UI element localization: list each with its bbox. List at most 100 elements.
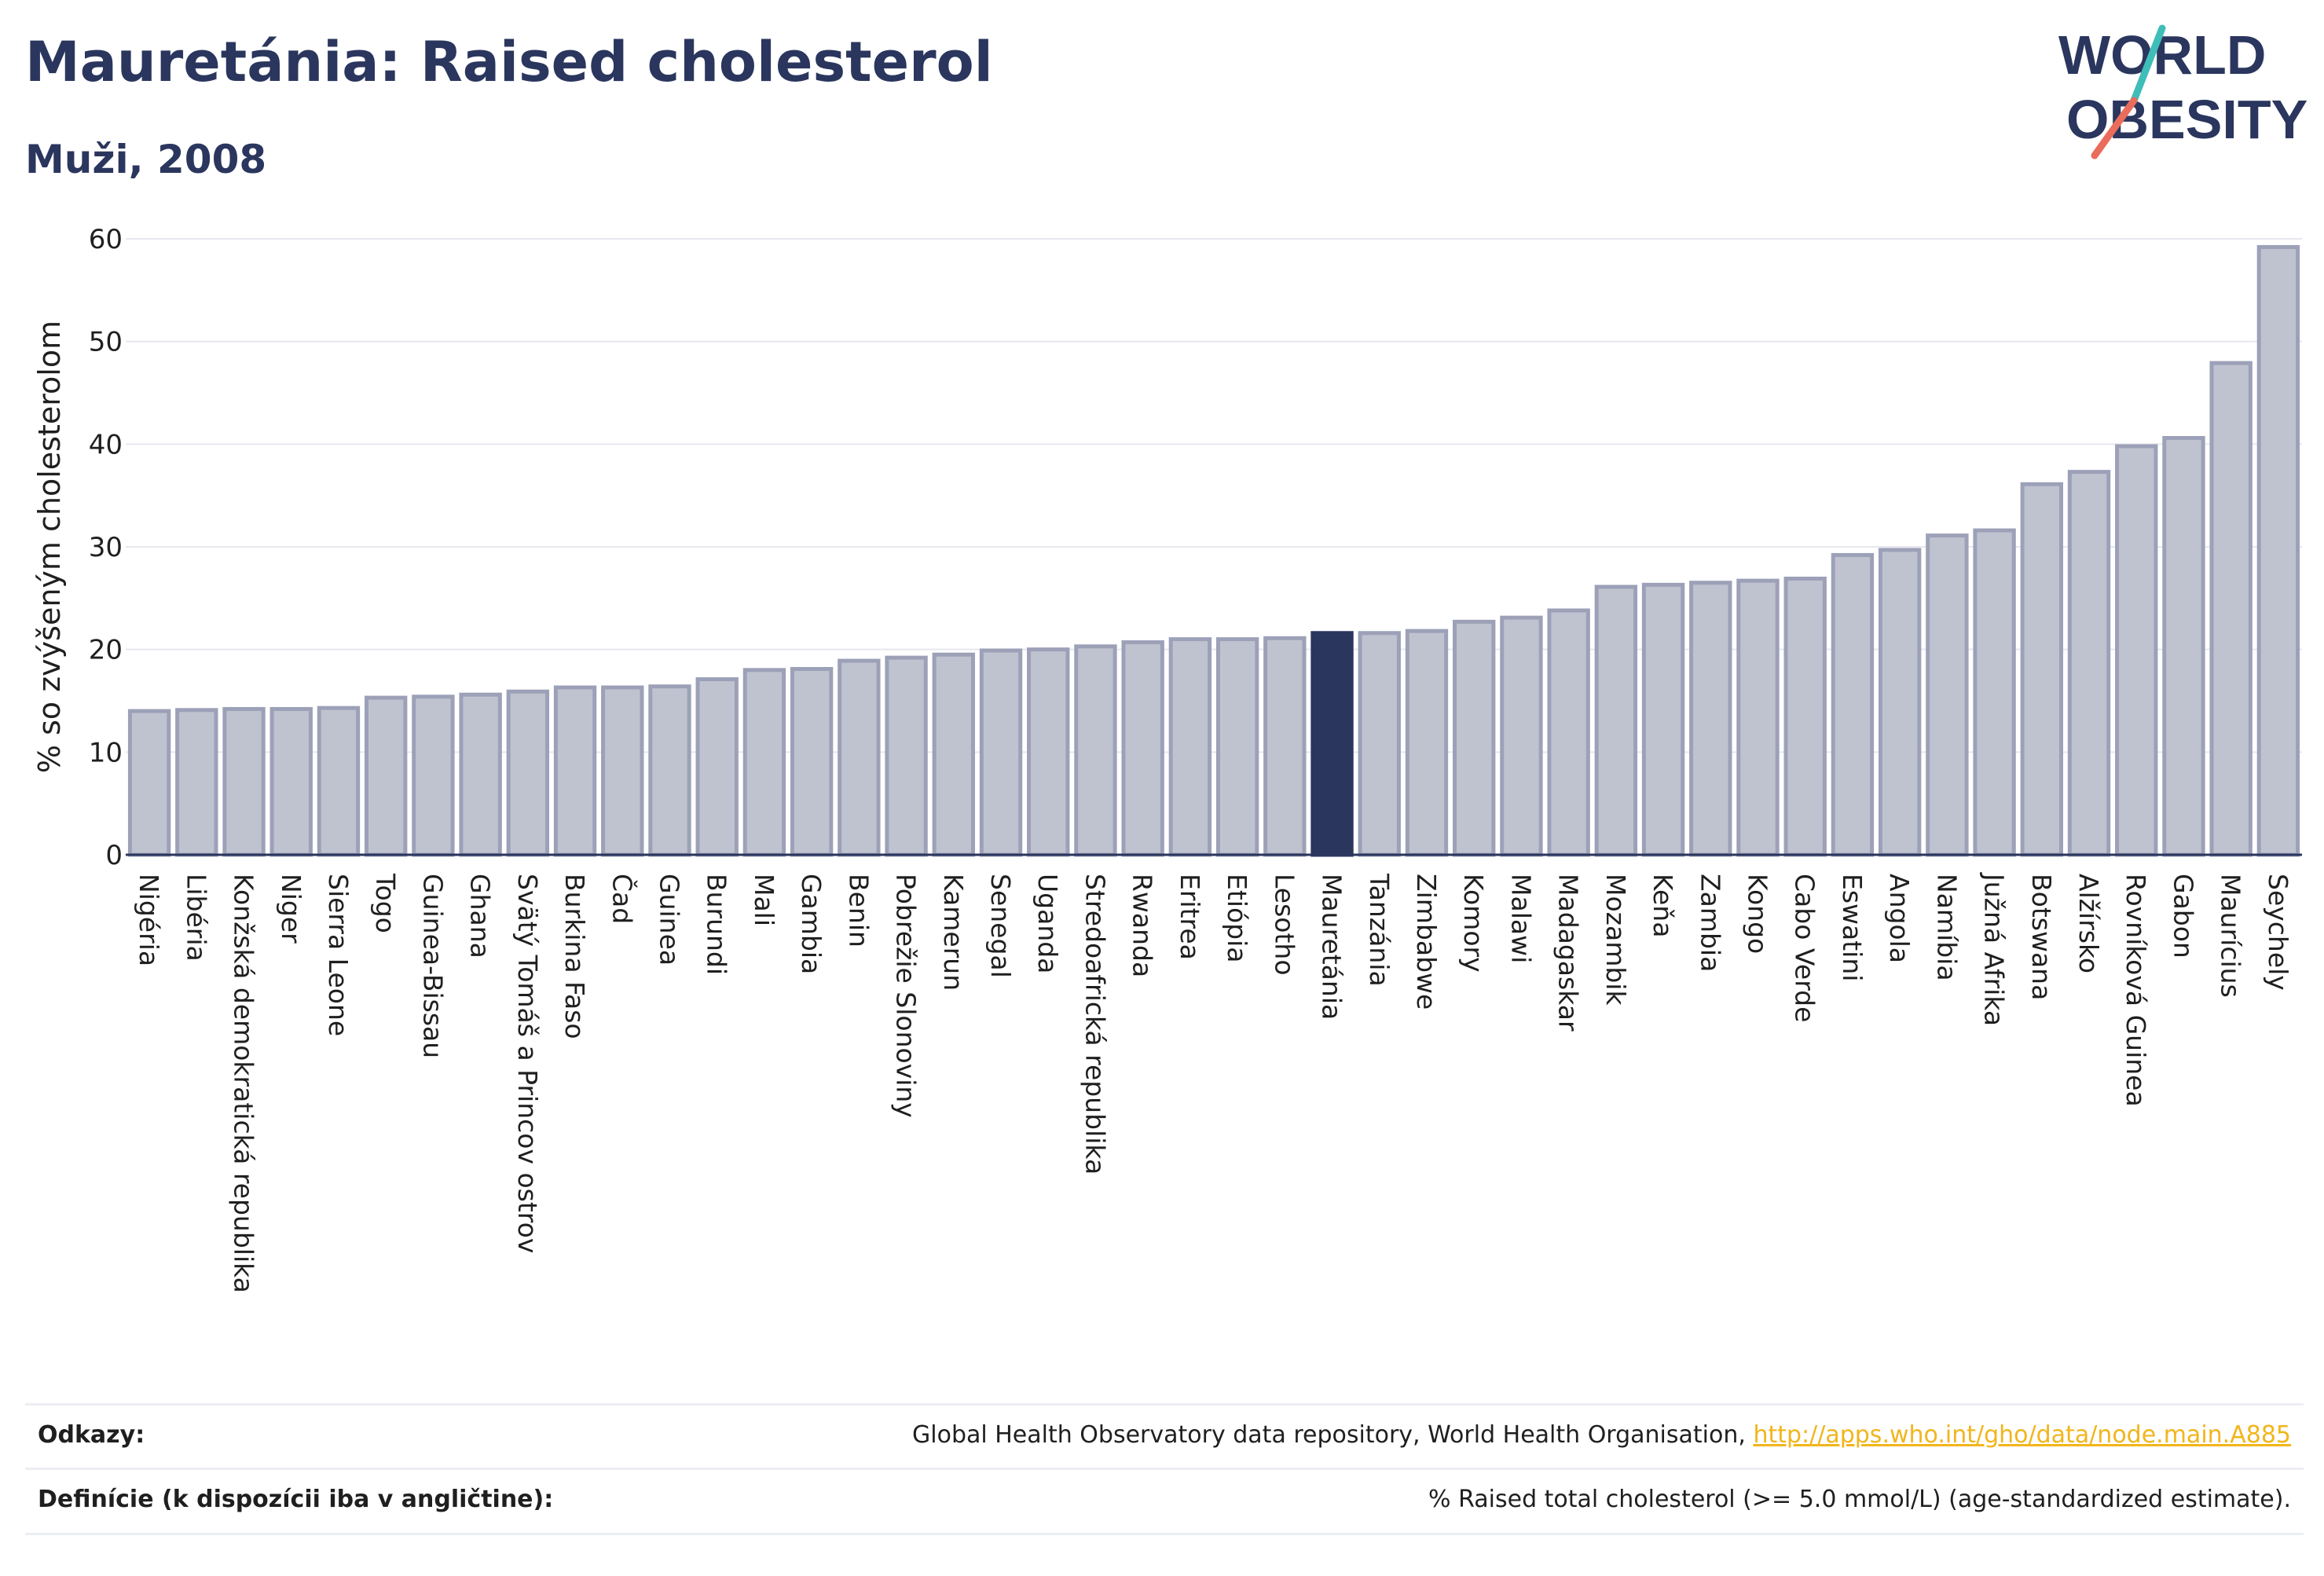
x-tick-label: Stredoafrická republika [1080, 874, 1110, 1175]
bar[interactable] [979, 648, 1023, 857]
x-tick-label: Rovníková Guinea [2121, 874, 2151, 1107]
bar[interactable] [838, 658, 881, 857]
x-tick-label: Lesotho [1269, 874, 1299, 976]
x-tick-label: Kongo [1743, 874, 1773, 954]
x-tick-label: Botswana [2026, 874, 2057, 1000]
x-tick-label: Niger [276, 874, 306, 944]
bar-highlighted[interactable] [1310, 631, 1354, 857]
x-tick-label: Guinea-Bissau [417, 874, 448, 1058]
y-tick-label: 0 [105, 840, 123, 871]
bars [127, 244, 2300, 857]
x-tick-labels: Nigéria Libéria Konžská demokratická repub… [134, 872, 2293, 1293]
bar[interactable] [2209, 361, 2253, 857]
bar[interactable] [1689, 581, 1732, 857]
bar[interactable] [365, 695, 408, 857]
bar[interactable] [2256, 244, 2300, 857]
x-tick-label: Rwanda [1127, 874, 1158, 977]
y-tick-label: 30 [89, 532, 123, 563]
x-tick-label: Alžírsko [2073, 874, 2104, 973]
bar[interactable] [553, 685, 597, 857]
y-tick-label: 50 [89, 327, 123, 358]
bar[interactable] [742, 668, 786, 857]
x-tick-label: Pobrežie Slonoviny [891, 874, 922, 1118]
x-tick-label: Malawi [1505, 874, 1536, 963]
bar[interactable] [1783, 577, 1827, 857]
bar[interactable] [1878, 548, 1922, 857]
bar[interactable] [317, 706, 361, 857]
definitions-value: % Raised total cholesterol (>= 5.0 mmol/… [1428, 1486, 2291, 1513]
bar[interactable] [1074, 644, 1117, 857]
x-tick-label: Guinea [654, 874, 685, 966]
x-tick-label: Kamerun [938, 874, 969, 991]
chart-subtitle: Muži, 2008 [25, 137, 267, 182]
x-tick-label: Eswatini [1837, 874, 1868, 981]
bar[interactable] [2115, 444, 2158, 857]
bar[interactable] [2162, 435, 2205, 857]
bar[interactable] [1736, 578, 1780, 857]
x-tick-label: Togo [370, 873, 401, 933]
definitions-row: Definície (k dispozícii iba v angličtine… [25, 1468, 2304, 1535]
x-tick-label: Eritrea [1175, 874, 1205, 960]
bar[interactable] [1973, 528, 2016, 857]
x-tick-label: Mali [749, 874, 779, 926]
bar[interactable] [648, 684, 691, 857]
bar[interactable] [127, 709, 171, 857]
bar[interactable] [2067, 470, 2111, 857]
bar[interactable] [1926, 533, 1969, 857]
bar[interactable] [1121, 640, 1164, 857]
x-tick-label: Tanzánia [1364, 873, 1395, 987]
x-tick-label: Mauretánia [1317, 874, 1347, 1020]
x-tick-label: Libéria [181, 874, 211, 962]
bar[interactable] [1641, 582, 1685, 857]
x-tick-label: Maurícius [2216, 874, 2246, 998]
y-tick-label: 20 [89, 635, 123, 666]
sources-label: Odkazy: [38, 1421, 145, 1449]
bar[interactable] [2020, 482, 2063, 857]
bar[interactable] [1263, 636, 1307, 857]
x-tick-label: Etiópia [1222, 874, 1252, 963]
bar[interactable] [695, 677, 739, 857]
x-tick-label: Burkina Faso [559, 874, 590, 1039]
bar[interactable] [932, 652, 975, 857]
bar[interactable] [1168, 637, 1212, 857]
bar[interactable] [1215, 637, 1259, 857]
x-tick-label: Svätý Tomáš a Princov ostrov [512, 874, 543, 1253]
bar[interactable] [1453, 619, 1496, 857]
y-tick-label: 40 [89, 429, 123, 460]
sources-value: Global Health Observatory data repositor… [912, 1421, 2291, 1449]
bar[interactable] [222, 706, 266, 857]
bar[interactable] [1500, 615, 1543, 857]
logo-slash-coral [2091, 97, 2138, 159]
y-tick-labels: 0 10 20 30 40 50 60 [89, 224, 123, 871]
definitions-label: Definície (k dispozícii iba v angličtine… [38, 1486, 554, 1513]
x-tick-label: Zambia [1695, 874, 1725, 972]
x-tick-label: Konžská demokratická republika [229, 874, 259, 1293]
bar-chart: 0 10 20 30 40 50 60 Nigéria Libéria Konžská demo… [32, 224, 2302, 1293]
bar[interactable] [1358, 631, 1401, 857]
x-tick-label: Madagaskar [1553, 874, 1584, 1032]
bar[interactable] [412, 695, 455, 857]
y-tick-label: 10 [89, 737, 123, 768]
bar[interactable] [1594, 585, 1638, 857]
bar[interactable] [1831, 552, 1875, 857]
x-tick-label: Burundi [702, 874, 732, 975]
x-tick-label: Senegal [985, 874, 1016, 978]
bar[interactable] [1405, 629, 1449, 857]
bar[interactable] [790, 666, 834, 857]
x-tick-label: Komory [1458, 874, 1489, 973]
x-tick-label: Gabon [2168, 874, 2198, 958]
bar[interactable] [269, 706, 313, 857]
x-tick-label: Nigéria [134, 874, 164, 966]
chart-title: Mauretánia: Raised cholesterol [25, 30, 993, 94]
bar[interactable] [1547, 608, 1590, 857]
bar[interactable] [506, 689, 550, 857]
bar[interactable] [1027, 647, 1070, 857]
sources-row: Odkazy: Global Health Observatory data r… [25, 1403, 2304, 1468]
x-tick-label: Cabo Verde [1790, 874, 1820, 1022]
bar[interactable] [601, 685, 644, 857]
sources-link[interactable]: http://apps.who.int/gho/data/node.main.A… [1753, 1421, 2291, 1449]
bar[interactable] [885, 655, 928, 857]
bar[interactable] [459, 692, 502, 857]
bar[interactable] [175, 708, 218, 857]
logo-slash-teal [2130, 24, 2166, 104]
